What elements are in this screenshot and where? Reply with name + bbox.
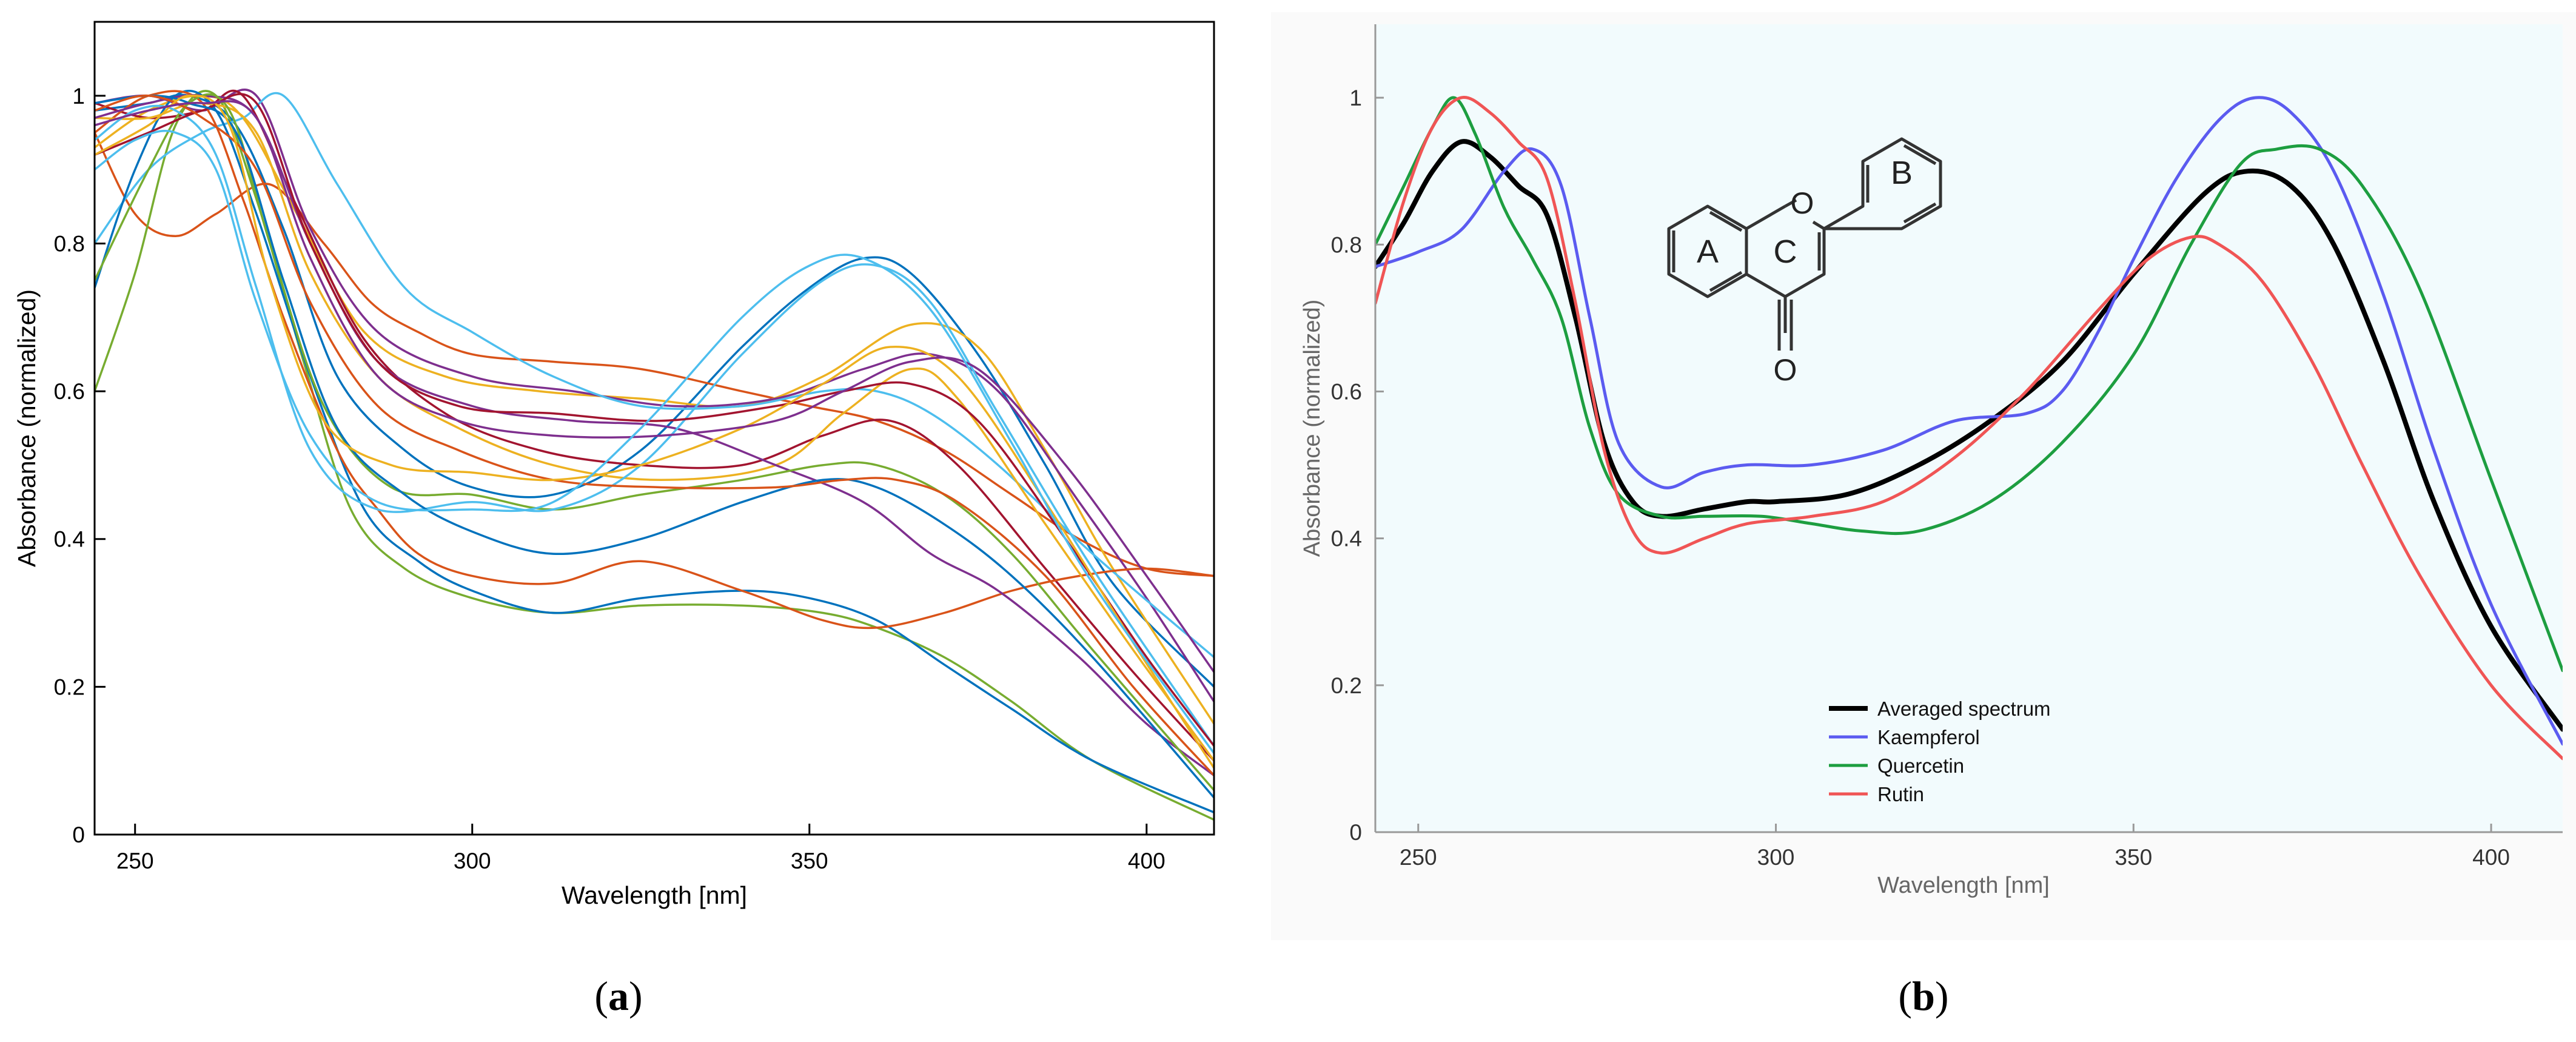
chart-b-y-tick-label: 0 — [1349, 820, 1362, 845]
chart-a-caption-close: ) — [629, 973, 643, 1019]
ring-oxygen-label: O — [1791, 186, 1814, 220]
chart-a-y-tick-label: 0 — [72, 822, 85, 847]
chart-a-series-line-5 — [95, 90, 1214, 821]
ring-c-bonds — [1745, 204, 1826, 333]
chart-a-x-tick-label: 350 — [791, 849, 828, 873]
chart-a-x-axis-label: Wavelength [nm] — [562, 881, 747, 909]
chart-b-series-line-4 — [1375, 96, 2563, 761]
chart-a-series-line-9 — [95, 90, 1214, 630]
chart-a-y-tick-label: 0.4 — [54, 527, 85, 552]
chart-b-legend: Averaged spectrum Kaempferol Quercetin Ruti… — [1829, 697, 2051, 805]
chart-b-caption-open: ( — [1898, 973, 1912, 1019]
chart-a-axes-box — [93, 21, 1215, 836]
chart-b-y-tick-label: 0.6 — [1331, 379, 1362, 404]
chart-a-series-line-14 — [95, 93, 1214, 747]
chart-b-x-tick-label: 250 — [1400, 845, 1437, 870]
chart-a-series-line-10 — [95, 101, 1214, 762]
chart-b-series-line-1 — [1375, 139, 2563, 732]
chart-a-series-line-2 — [95, 131, 1214, 577]
chart-b-series-line-2 — [1375, 96, 2563, 746]
chart-a-series-line-16 — [95, 95, 1214, 777]
chart-a-x-tick-label: 400 — [1128, 849, 1166, 873]
ring-b-label: B — [1891, 155, 1913, 191]
chart-a-caption: (a) — [594, 973, 642, 1019]
chart-a-series-line-7 — [95, 90, 1214, 762]
chart-a-y-tick-label: 1 — [72, 84, 85, 109]
ring-a-label: A — [1697, 234, 1719, 270]
chart-b-caption: (b) — [1898, 973, 1948, 1019]
chart-b-series-line-3 — [1375, 96, 2563, 673]
chart-b-x-tick-label: 350 — [2115, 845, 2152, 870]
chart-b: 250 300 350 400 0 0.2 0.4 0.6 0.8 1 Wavelength [n… — [1271, 12, 2576, 1019]
chart-a-ticks: 250 300 350 400 0 0.2 0.4 0.6 0.8 1 — [54, 84, 1166, 873]
chart-a: 250 300 350 400 0 0.2 0.4 0.6 0.8 1 Wavelength [n… — [13, 21, 1215, 1019]
chart-b-y-tick-label: 0.8 — [1331, 232, 1362, 257]
chart-b-x-axis-label: Wavelength [nm] — [1877, 873, 2050, 898]
chart-a-series-line-15 — [95, 95, 1214, 799]
chart-b-y-axis-label: Absorbance (normalized) — [1300, 300, 1325, 557]
chart-b-x-tick-label: 300 — [1757, 845, 1795, 870]
chart-a-y-tick-label: 0.2 — [54, 674, 85, 699]
carbonyl-oxygen-label: O — [1774, 353, 1797, 387]
chart-b-plot-area — [1375, 96, 2563, 761]
chart-b-y-tick-label: 0.2 — [1331, 673, 1362, 698]
chart-a-series-line-19 — [95, 130, 1214, 755]
chart-a-series-line-18 — [95, 100, 1214, 673]
chart-a-series-line-3 — [95, 94, 1214, 725]
chart-a-y-axis-label: Absorbance (normalized) — [13, 289, 41, 567]
chart-a-x-tick-label: 300 — [454, 849, 491, 873]
chart-b-caption-letter: b — [1912, 973, 1935, 1019]
chart-a-series-line-1 — [95, 93, 1214, 688]
chart-a-x-tick-label: 250 — [116, 849, 154, 873]
ring-c-oxygen-bonds — [1784, 198, 1825, 230]
ring-a-bonds — [1667, 204, 1748, 298]
chart-b-ticks: 250 300 350 400 0 0.2 0.4 0.6 0.8 1 — [1331, 86, 2510, 870]
ring-b-bonds — [1822, 137, 1942, 230]
chart-a-series-line-13 — [95, 104, 1214, 747]
chart-b-y-tick-label: 1 — [1349, 86, 1362, 110]
ring-c-label: C — [1774, 234, 1797, 270]
legend-label-2: Kaempferol — [1877, 726, 1980, 748]
carbonyl-bond — [1777, 300, 1793, 351]
legend-label-4: Rutin — [1877, 783, 1924, 805]
chart-a-series-line-4 — [95, 89, 1214, 703]
chart-a-caption-letter: a — [608, 973, 629, 1019]
legend-label-3: Quercetin — [1877, 755, 1964, 777]
chart-b-caption-close: ) — [1935, 973, 1949, 1019]
chart-b-x-tick-label: 400 — [2472, 845, 2510, 870]
chart-b-y-tick-label: 0.4 — [1331, 526, 1362, 551]
chart-a-y-tick-label: 0.8 — [54, 231, 85, 256]
chart-b-axes — [1374, 24, 2563, 833]
chart-a-y-tick-label: 0.6 — [54, 379, 85, 404]
chart-a-plot-area — [95, 89, 1214, 821]
flavone-structure: O O A C B — [1667, 137, 1942, 387]
legend-label-1: Averaged spectrum — [1877, 697, 2051, 720]
chart-a-caption-open: ( — [594, 973, 608, 1019]
